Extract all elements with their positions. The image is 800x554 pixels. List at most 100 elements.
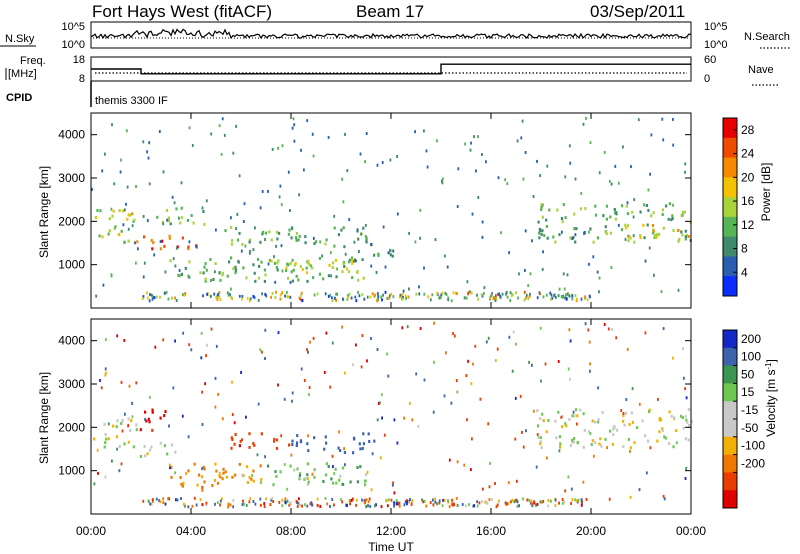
velocity-echo-cell [104, 475, 107, 479]
power-echo-cell [404, 294, 407, 298]
power-echo-cell [672, 203, 674, 207]
power-echo-cell [361, 258, 364, 262]
velocity-echo-cell [604, 437, 607, 441]
velocity-echo-cell [638, 488, 641, 492]
power-echo-cell [584, 295, 587, 299]
power-echo-cell [423, 292, 426, 296]
power-echo-cell [252, 263, 255, 267]
power-echo-cell [388, 294, 391, 298]
power-echo-cell [586, 298, 589, 302]
velocity-echo-cell [169, 466, 171, 470]
power-echo-cell [381, 298, 383, 302]
power-echo-cell [541, 215, 544, 219]
power-echo-cell [650, 133, 653, 137]
power-echo-cell [135, 185, 137, 188]
power-echo-cell [146, 291, 148, 295]
power-echo-cell [230, 216, 232, 220]
velocity-echo-cell [201, 467, 204, 471]
velocity-echo-cell [121, 419, 124, 423]
velocity-echo-cell [233, 421, 236, 425]
power-echo-cell [382, 225, 385, 229]
velocity-echo-cell [159, 500, 162, 504]
power-echo-cell [178, 216, 180, 220]
velocity-echo-cell [445, 351, 447, 355]
velocity-echo-cell [480, 500, 483, 503]
power-echo-cell [312, 236, 315, 240]
velocity-echo-cell [378, 401, 381, 405]
power-echo-cell [573, 227, 576, 231]
velocity-echo-cell [144, 454, 147, 458]
power-echo-cell [511, 293, 514, 297]
velocity-echo-cell [611, 442, 614, 446]
velocity-echo-cell [466, 418, 468, 422]
power-echo-cell [522, 177, 525, 181]
power-echo-cell [227, 293, 230, 297]
power-echo-cell [175, 299, 178, 302]
power-echo-cell [162, 170, 165, 174]
power-echo-cell [481, 153, 483, 156]
velocity-echo-cell [380, 505, 383, 509]
velocity-echo-cell [361, 498, 363, 502]
power-echo-cell [312, 276, 315, 280]
velocity-echo-cell [324, 497, 327, 500]
velocity-echo-cell [535, 465, 538, 469]
power-echo-cell [328, 263, 331, 267]
velocity-echo-cell [277, 383, 279, 387]
velocity-echo-cell [352, 497, 354, 501]
velocity-echo-cell [242, 473, 245, 477]
power-echo-cell [118, 209, 121, 213]
velocity-echo-cell [159, 441, 162, 445]
velocity-echo-cell [193, 496, 196, 500]
velocity-echo-cell [536, 409, 539, 412]
power-echo-cell [624, 226, 628, 230]
power-colorbar-segment [723, 216, 737, 238]
velocity-echo-cell [591, 439, 594, 443]
velocity-echo-cell [230, 446, 233, 450]
power-echo-cell [687, 235, 690, 238]
power-colorbar-segment [723, 256, 737, 277]
velocity-echo-cell [608, 497, 611, 501]
velocity-echo-cell [289, 464, 292, 468]
velocity-echo-cell [362, 442, 365, 446]
power-echo-cell [582, 122, 585, 126]
power-echo-cell [628, 235, 631, 239]
power-echo-cell [532, 195, 535, 198]
power-echo-cell [342, 261, 345, 265]
power-echo-cell [142, 295, 145, 299]
power-echo-cell [188, 240, 191, 244]
velocity-echo-cell [306, 483, 310, 486]
power-echo-cell [414, 240, 417, 244]
power-echo-cell [301, 299, 304, 303]
velocity-echo-cell [542, 419, 545, 422]
power-echo-cell [523, 298, 526, 302]
velocity-echo-cell [296, 505, 299, 508]
velocity-echo-cell [576, 422, 578, 426]
velocity-echo-cell [594, 441, 597, 445]
velocity-echo-cell [221, 497, 223, 501]
power-echo-cell [545, 218, 548, 222]
velocity-echo-cell [245, 503, 248, 507]
power-echo-cell [497, 176, 500, 180]
velocity-echo-cell [539, 417, 542, 421]
power-echo-cell [354, 295, 357, 299]
velocity-echo-cell [203, 480, 206, 484]
power-echo-cell [303, 168, 305, 172]
velocity-echo-cell [508, 335, 511, 339]
velocity-echo-cell [308, 393, 310, 397]
power-echo-cell [365, 238, 368, 242]
velocity-echo-cell [433, 321, 435, 325]
velocity-echo-cell [525, 429, 527, 433]
velocity-echo-cell [628, 423, 631, 426]
velocity-echo-cell [546, 456, 548, 460]
velocity-echo-cell [629, 495, 632, 499]
velocity-colorbar-segment [723, 330, 737, 349]
velocity-echo-cell [368, 440, 371, 443]
power-echo-cell [327, 274, 330, 278]
velocity-echo-cell [144, 410, 147, 414]
power-echo-cell [212, 278, 215, 281]
velocity-echo-cell [571, 438, 574, 442]
power-echo-cell [347, 270, 350, 274]
power-echo-cell [305, 266, 308, 270]
power-echo-cell [224, 229, 227, 233]
